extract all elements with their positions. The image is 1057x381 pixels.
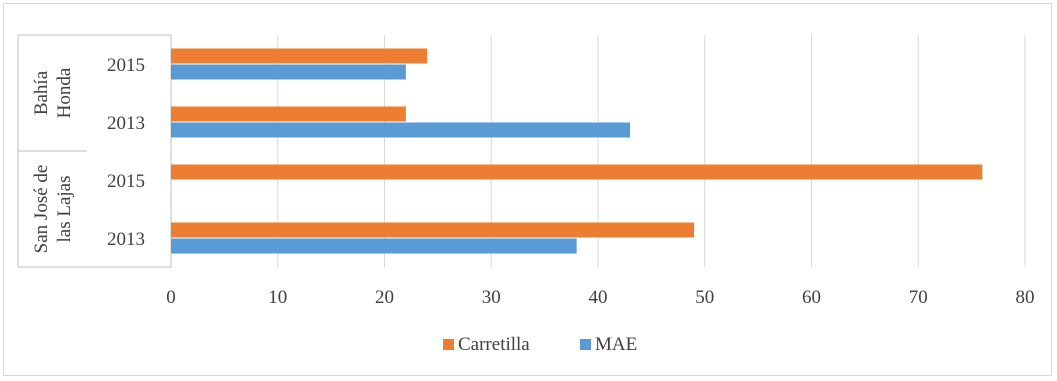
- bar-carretilla: [171, 164, 983, 180]
- x-tick-label: 40: [589, 287, 608, 308]
- x-tick-label: 70: [909, 287, 928, 308]
- group-label-line: Bahía: [31, 70, 52, 115]
- x-tick-label: 30: [482, 287, 501, 308]
- legend-swatch: [443, 339, 454, 350]
- bar-mae: [171, 122, 631, 138]
- x-tick-label: 60: [802, 287, 821, 308]
- group-label: San José de las Lajas: [31, 165, 75, 254]
- year-label: 2015: [107, 171, 145, 192]
- group-label-line: San José de: [31, 165, 52, 254]
- bar-mae: [171, 64, 406, 80]
- bar-carretilla: [171, 48, 428, 64]
- x-tick-label: 80: [1016, 287, 1035, 308]
- legend-label: Carretilla: [458, 334, 530, 355]
- year-label: 2015: [107, 55, 145, 76]
- group-label: Bahía Honda: [31, 67, 75, 118]
- x-tick-label: 20: [375, 287, 394, 308]
- bar-carretilla: [171, 106, 406, 122]
- legend-swatch: [580, 339, 591, 350]
- bar-mae: [171, 238, 577, 254]
- group-label-line: las Lajas: [54, 175, 75, 242]
- x-tick-label: 0: [166, 287, 176, 308]
- legend-label: MAE: [595, 334, 637, 355]
- x-tick-label: 50: [695, 287, 714, 308]
- bar-carretilla: [171, 222, 695, 238]
- year-label: 2013: [107, 113, 145, 134]
- year-label: 2013: [107, 229, 145, 250]
- x-tick-label: 10: [268, 287, 287, 308]
- group-label-line: Honda: [54, 67, 75, 118]
